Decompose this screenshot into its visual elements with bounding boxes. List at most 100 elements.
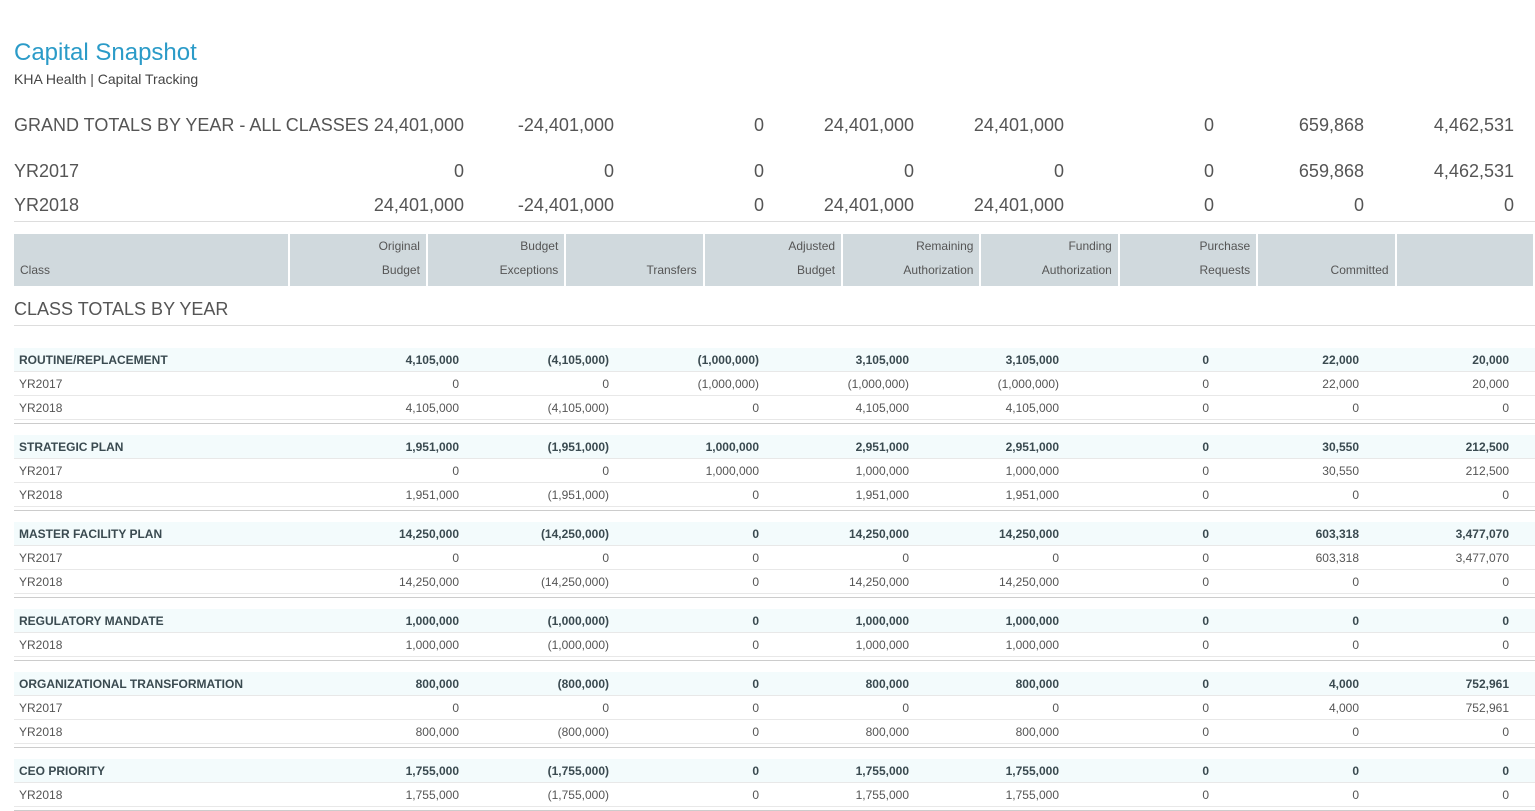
- header-line: Remaining: [916, 239, 974, 253]
- cell: 0: [753, 115, 764, 135]
- class-row: MASTER FACILITY PLAN 14,250,000 (14,250,00…: [14, 522, 1535, 546]
- cell: 0: [752, 527, 759, 541]
- cell: 0: [752, 725, 759, 739]
- class-row: CEO PRIORITY 1,755,000 (1,755,000) 0 1,755,0…: [14, 759, 1535, 783]
- cell: 800,000: [865, 725, 909, 739]
- cell: 0: [602, 551, 609, 565]
- cell: 4,000: [1328, 701, 1359, 715]
- year-row: YR2018 14,250,000 (14,250,000) 0 14,250,000 1…: [14, 570, 1535, 594]
- cell: 0: [1202, 638, 1209, 652]
- table-header: Class Original Budget Budget Exceptions Trans…: [14, 234, 1535, 286]
- cell: (800,000): [557, 725, 609, 739]
- class-group: REGULATORY MANDATE 1,000,000 (1,000,000) 0 1…: [14, 598, 1535, 661]
- row-label: YR2017: [19, 701, 63, 715]
- cell: 0: [602, 701, 609, 715]
- cell: 0: [1202, 701, 1209, 715]
- cell: 1,000,000: [1005, 614, 1059, 628]
- cell: 0: [752, 488, 759, 502]
- cell: (14,250,000): [540, 575, 609, 589]
- class-row: REGULATORY MANDATE 1,000,000 (1,000,000) 0 1…: [14, 609, 1535, 633]
- cell: 0: [1352, 614, 1359, 628]
- cell: 603,318: [1315, 551, 1359, 565]
- cell: 800,000: [865, 677, 909, 691]
- cell: 1,000,000: [705, 464, 759, 478]
- cell: 0: [1502, 488, 1509, 502]
- cell: (4,105,000): [547, 401, 609, 415]
- cell: 0: [1502, 614, 1509, 628]
- cell: 0: [1053, 161, 1064, 181]
- cell: 4,000: [1328, 677, 1359, 691]
- cell: 1,755,000: [405, 764, 459, 778]
- column-header: Adjusted Budget: [705, 234, 844, 286]
- cell: 0: [1202, 614, 1209, 628]
- cell: 0: [902, 551, 909, 565]
- cell: 4,105,000: [855, 401, 909, 415]
- cell: 24,401,000: [973, 195, 1064, 215]
- cell: 0: [752, 677, 759, 691]
- header-line: Budget: [520, 239, 559, 253]
- cell: 30,550: [1322, 440, 1359, 454]
- cell: 3,105,000: [1005, 353, 1059, 367]
- grand-total-row: GRAND TOTALS BY YEAR - ALL CLASSES 24,401…: [14, 111, 1514, 139]
- cell: 22,000: [1322, 353, 1359, 367]
- cell: 30,550: [1322, 464, 1359, 478]
- cell: 0: [752, 764, 759, 778]
- year-row: YR2017 0 0 0 0 0 0 603,318 3,477,070: [14, 546, 1535, 570]
- year-row: YR2018 1,000,000 (1,000,000) 0 1,000,000 1,00…: [14, 633, 1535, 657]
- cell: 14,250,000: [398, 575, 459, 589]
- row-label: YR2018: [19, 575, 63, 589]
- row-label: YR2018: [19, 401, 63, 415]
- cell: 0: [1352, 788, 1359, 802]
- class-group: STRATEGIC PLAN 1,951,000 (1,951,000) 1,000,…: [14, 424, 1535, 511]
- year-total-row: YR2017 0 0 0 0 0 0 659,868 4,462,531: [14, 157, 1514, 185]
- cell: 0: [1352, 764, 1359, 778]
- cell: 0: [452, 701, 459, 715]
- cell: 1,951,000: [1005, 488, 1059, 502]
- cell: 0: [1202, 677, 1209, 691]
- cell: 0: [753, 195, 764, 215]
- cell: 0: [1502, 638, 1509, 652]
- cell: 1,951,000: [405, 440, 459, 454]
- column-header: Funding Authorization: [981, 234, 1120, 286]
- cell: 1,000,000: [1005, 464, 1059, 478]
- cell: 24,401,000: [373, 195, 464, 215]
- column-header: Transfers: [566, 234, 705, 286]
- cell: 0: [1202, 488, 1209, 502]
- cell: 0: [453, 161, 464, 181]
- cell: (1,000,000): [697, 353, 759, 367]
- year-row: YR2017 0 0 0 0 0 0 4,000 752,961: [14, 696, 1535, 720]
- cell: 14,250,000: [848, 575, 909, 589]
- cell: 24,401,000: [823, 115, 914, 135]
- row-label: YR2018: [19, 725, 63, 739]
- cell: 0: [1203, 115, 1214, 135]
- cell: 14,250,000: [398, 527, 459, 541]
- cell: 14,250,000: [998, 575, 1059, 589]
- cell: 212,500: [1465, 464, 1509, 478]
- cell: 1,000,000: [855, 638, 909, 652]
- cell: 14,250,000: [998, 527, 1059, 541]
- cell: 800,000: [415, 677, 459, 691]
- cell: 0: [1202, 527, 1209, 541]
- cell: 24,401,000: [373, 115, 464, 135]
- cell: 1,000,000: [855, 464, 909, 478]
- row-label: ROUTINE/REPLACEMENT: [19, 353, 168, 367]
- cell: 1,000,000: [405, 614, 459, 628]
- cell: 0: [1202, 377, 1209, 391]
- cell: (14,250,000): [540, 527, 609, 541]
- row-label: YR2018: [19, 488, 63, 502]
- year-row: YR2017 0 0 (1,000,000) (1,000,000) (1,000,000…: [14, 372, 1535, 396]
- cell: 0: [1352, 575, 1359, 589]
- cell: 0: [1352, 401, 1359, 415]
- cell: 2,951,000: [1005, 440, 1059, 454]
- cell: (1,951,000): [547, 488, 609, 502]
- cell: 0: [1202, 575, 1209, 589]
- cell: (1,755,000): [547, 764, 609, 778]
- cell: 1,000,000: [855, 614, 909, 628]
- cell: 0: [902, 701, 909, 715]
- cell: 1,755,000: [855, 764, 909, 778]
- cell: 0: [752, 701, 759, 715]
- header-line: Adjusted: [788, 239, 836, 253]
- cell: 0: [1352, 638, 1359, 652]
- cell: 0: [1202, 551, 1209, 565]
- cell: (1,755,000): [547, 788, 609, 802]
